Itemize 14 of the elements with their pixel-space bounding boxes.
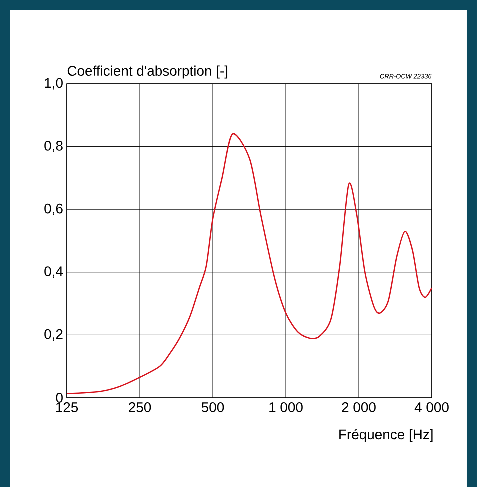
y-tick-label: 0,2	[44, 329, 63, 341]
x-tick-label: 250	[129, 402, 152, 412]
x-tick-label: 2 000	[342, 402, 376, 412]
y-axis-title: Coefficient d'absorption [-]	[68, 66, 228, 79]
y-tick-label: 0,8	[44, 141, 63, 153]
x-axis-title: Fréquence [Hz]	[340, 429, 433, 442]
x-tick-label: 500	[202, 402, 224, 412]
y-tick-label: 1,0	[45, 78, 63, 90]
x-tick-label: 125	[56, 402, 78, 412]
y-tick-label: 0	[56, 393, 63, 403]
x-tick-label: 1 000	[270, 402, 303, 412]
y-tick-label: 0,4	[44, 266, 64, 278]
y-tick-label: 0,6	[44, 204, 63, 216]
x-tick-label: 4 000	[414, 402, 449, 412]
